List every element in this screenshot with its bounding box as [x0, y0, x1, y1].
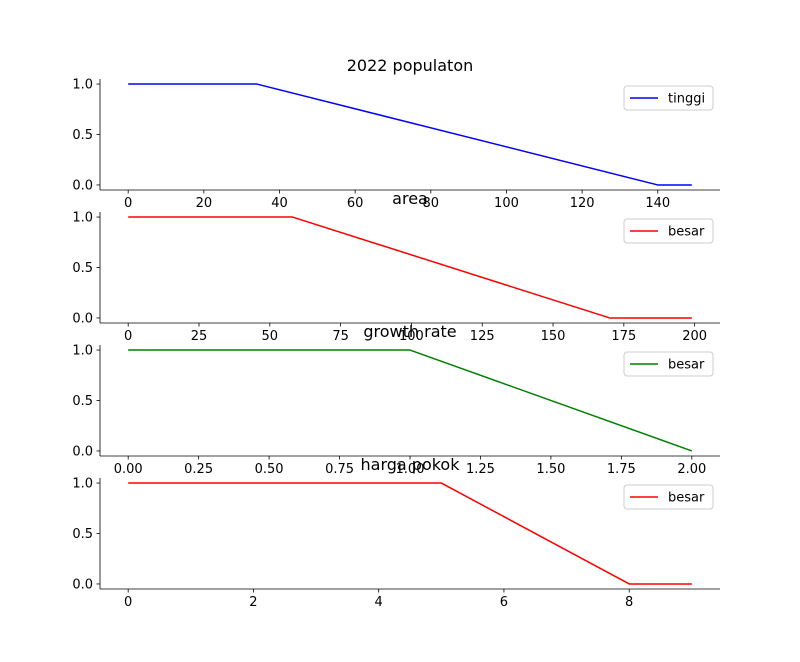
- y-tick-label: 0.5: [72, 128, 93, 143]
- series-line-besar: [128, 349, 693, 452]
- x-tick-label: 80: [423, 196, 440, 211]
- x-tick-label: 60: [347, 196, 364, 211]
- legend: besar: [623, 351, 714, 377]
- x-tick-label: 1.50: [536, 462, 565, 477]
- x-tick-label: 4: [375, 595, 383, 610]
- y-tick-label: 0.5: [72, 394, 93, 409]
- x-tick-label: 1.75: [607, 462, 636, 477]
- x-tick-label: 120: [570, 196, 595, 211]
- x-tick-label: 125: [470, 329, 495, 344]
- x-tick-label: 100: [494, 196, 519, 211]
- x-tick-label: 6: [500, 595, 508, 610]
- y-tick-label: 0.0: [72, 178, 93, 193]
- y-tick-label: 0.0: [72, 311, 93, 326]
- x-tick-label: 0.75: [325, 462, 354, 477]
- subplot-4: 0 2 4 6 8 0.0 0.5 1.0 harga pokok besar: [72, 455, 720, 610]
- legend-label: tinggi: [668, 92, 705, 107]
- y-tick-label: 1.0: [72, 477, 93, 492]
- x-tick-label: 2.00: [677, 462, 706, 477]
- x-tick-label: 100: [399, 329, 424, 344]
- legend-label: besar: [668, 491, 705, 506]
- x-tick-label: 0: [124, 329, 132, 344]
- legend-frame: [623, 218, 714, 244]
- x-tick-label: 8: [625, 595, 633, 610]
- legend-label: besar: [668, 358, 705, 373]
- subplot-3: 0.00 0.25 0.50 0.75 1.00 1.25 1.50 1.75 2.000.00…: [72, 322, 720, 477]
- series-line-tinggi: [128, 83, 692, 186]
- x-tick-label: 1.00: [396, 462, 425, 477]
- legend-label: besar: [668, 225, 705, 240]
- x-tick-label: 0: [124, 196, 132, 211]
- x-tick-label: 0: [124, 595, 132, 610]
- y-tick-label: 1.0: [72, 211, 93, 226]
- x-tick-label: 1.25: [466, 462, 495, 477]
- y-tick-label: 0.5: [72, 527, 93, 542]
- subplot-title: growth rate: [363, 322, 456, 341]
- y-tick-label: 0.5: [72, 261, 93, 276]
- x-tick-label: 40: [271, 196, 288, 211]
- x-tick-label: 200: [682, 329, 707, 344]
- x-tick-label: 0.00: [114, 462, 143, 477]
- x-tick-label: 75: [332, 329, 349, 344]
- x-tick-label: 20: [196, 196, 213, 211]
- y-tick-label: 1.0: [72, 344, 93, 359]
- legend: tinggi: [623, 85, 714, 111]
- y-tick-label: 0.0: [72, 444, 93, 459]
- x-tick-label: 140: [645, 196, 670, 211]
- x-tick-label: 150: [541, 329, 566, 344]
- x-tick-label: 50: [262, 329, 279, 344]
- x-tick-label: 0.25: [184, 462, 213, 477]
- legend: besar: [623, 484, 714, 510]
- legend: besar: [623, 218, 714, 244]
- subplot-title: 2022 populaton: [347, 56, 474, 75]
- legend-frame: [623, 351, 714, 377]
- x-tick-label: 175: [611, 329, 636, 344]
- legend-frame: [623, 85, 714, 111]
- subplot-title: area: [392, 189, 428, 208]
- x-tick-label: 0.50: [255, 462, 284, 477]
- series-line-besar: [128, 482, 692, 585]
- legend-frame: [623, 484, 714, 510]
- x-tick-label: 2: [249, 595, 257, 610]
- y-tick-label: 0.0: [72, 577, 93, 592]
- series-line-besar: [128, 216, 692, 319]
- x-tick-label: 25: [191, 329, 208, 344]
- y-tick-label: 1.0: [72, 78, 93, 93]
- subplot-title: harga pokok: [361, 455, 461, 474]
- subplot-1: 0 20 40 60 80 100 120 140 0.0 0.5 1.0 2022 populato…: [72, 56, 720, 211]
